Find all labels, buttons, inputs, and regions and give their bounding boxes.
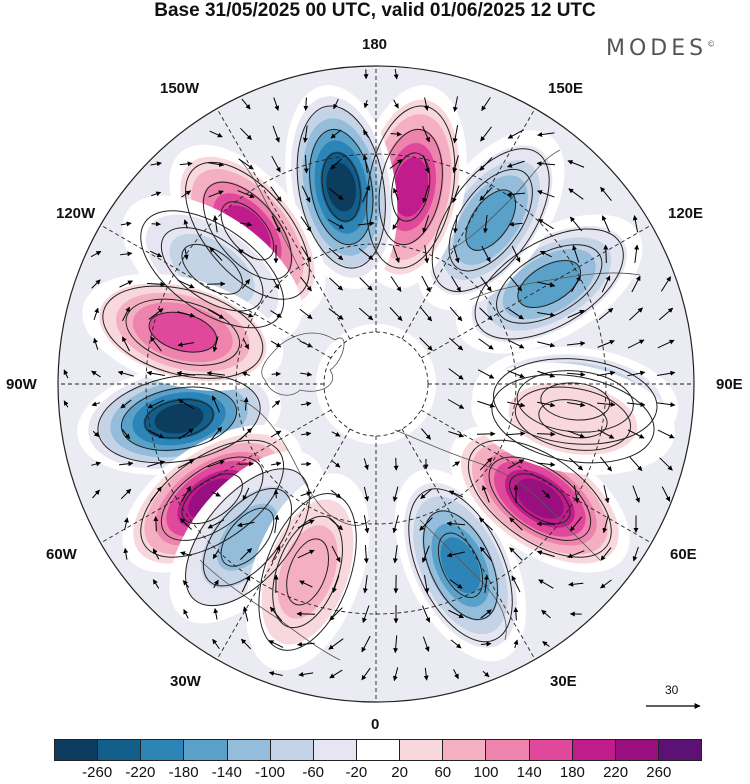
colorbar-swatch <box>357 740 400 760</box>
lon-label-180: 180 <box>362 36 387 53</box>
colorbar-tick-label: -100 <box>255 764 285 781</box>
colorbar-swatch <box>98 740 141 760</box>
lon-label-90e: 90E <box>716 376 743 393</box>
colorbar-swatch <box>659 740 701 760</box>
colorbar-tick-label: -260 <box>82 764 112 781</box>
lon-label-90w: 90W <box>6 376 37 393</box>
colorbar-swatch <box>184 740 227 760</box>
colorbar-tick-label: 140 <box>517 764 542 781</box>
wind-arrow <box>297 614 315 615</box>
colorbar-swatch <box>55 740 98 760</box>
colorbar-tick-label: 20 <box>391 764 408 781</box>
wind-arrow <box>276 490 277 498</box>
colorbar-swatch <box>141 740 184 760</box>
wind-arrow <box>396 458 397 470</box>
lon-label-120w: 120W <box>56 205 95 222</box>
lon-label-120e: 120E <box>668 205 703 222</box>
colorbar-tick-label: 260 <box>646 764 671 781</box>
colorbar-swatch <box>271 740 314 760</box>
colorbar-ticks: -260 -220 -180 -140 -100 -60 -20 20 60 100 140 180 2… <box>0 764 750 784</box>
colorbar-swatch <box>616 740 659 760</box>
colorbar-tick-label: -180 <box>169 764 199 781</box>
colorbar-tick-label: 60 <box>434 764 451 781</box>
colorbar-swatch <box>443 740 486 760</box>
colorbar-swatch <box>400 740 443 760</box>
colorbar-swatch <box>486 740 529 760</box>
colorbar-tick-label: -20 <box>346 764 368 781</box>
colorbar-tick-label: 100 <box>473 764 498 781</box>
colorbar-tick-label: 180 <box>560 764 585 781</box>
colorbar-tick-label: -140 <box>212 764 242 781</box>
colorbar-swatch <box>573 740 616 760</box>
colorbar-swatch <box>530 740 573 760</box>
colorbar-tick-label: 220 <box>603 764 628 781</box>
colorbar-tick-label: -60 <box>302 764 324 781</box>
lon-label-30e: 30E <box>550 673 577 690</box>
lon-label-60e: 60E <box>670 546 697 563</box>
colorbar <box>54 739 702 761</box>
lon-label-30w: 30W <box>170 673 201 690</box>
polar-cap <box>316 324 436 444</box>
lon-label-60w: 60W <box>46 546 77 563</box>
reference-vector-arrow <box>640 682 710 712</box>
wind-arrow <box>156 517 157 532</box>
colorbar-swatch <box>228 740 271 760</box>
lon-label-150w: 150W <box>160 80 199 97</box>
lon-label-0: 0 <box>371 716 379 733</box>
colorbar-tick-label: -220 <box>125 764 155 781</box>
lon-label-150e: 150E <box>548 80 583 97</box>
wind-arrow <box>537 434 555 435</box>
colorbar-swatch <box>314 740 357 760</box>
